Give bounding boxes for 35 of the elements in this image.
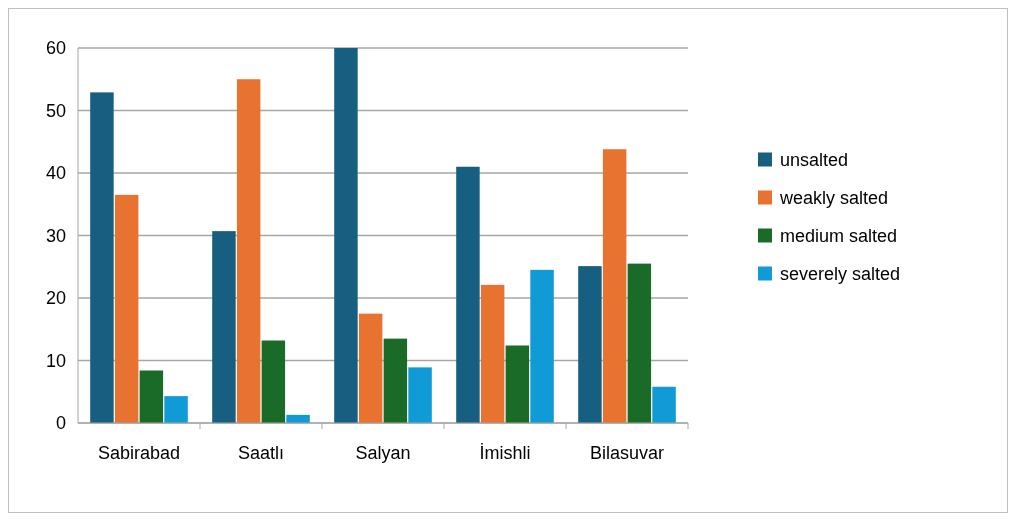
x-tick-label: Salyan xyxy=(355,443,411,463)
bar xyxy=(408,367,432,423)
bar xyxy=(505,345,530,423)
y-tick-label: 50 xyxy=(45,100,66,121)
legend-label: medium salted xyxy=(780,225,898,246)
x-tick-label: İmishli xyxy=(479,443,531,463)
bar xyxy=(164,396,188,423)
y-tick-label: 0 xyxy=(55,413,66,434)
bar xyxy=(530,269,554,423)
y-tick-label: 10 xyxy=(45,350,66,371)
bar xyxy=(261,340,286,423)
bar xyxy=(627,263,652,423)
x-tick-label: Bilasuvar xyxy=(589,443,665,463)
bar xyxy=(358,313,383,423)
x-tick-label: Sabirabad xyxy=(97,443,181,463)
legend-label: weakly salted xyxy=(779,187,889,208)
bar xyxy=(480,284,505,423)
legend-label: unsalted xyxy=(780,149,849,170)
bar xyxy=(602,149,627,423)
bar xyxy=(236,79,261,423)
bar xyxy=(383,338,408,423)
y-tick-label: 20 xyxy=(45,288,66,309)
bar xyxy=(114,194,139,423)
y-tick-label: 40 xyxy=(45,163,66,184)
bar xyxy=(212,231,236,423)
legend-label: severely salted xyxy=(780,263,901,284)
bar xyxy=(652,386,676,423)
y-tick-label: 30 xyxy=(45,225,66,246)
y-tick-label: 60 xyxy=(45,38,66,59)
bar xyxy=(139,370,164,423)
bar xyxy=(90,92,114,423)
bar xyxy=(578,266,602,423)
x-tick-label: Saatlı xyxy=(237,443,285,463)
bar xyxy=(456,166,480,423)
bar xyxy=(334,48,358,423)
